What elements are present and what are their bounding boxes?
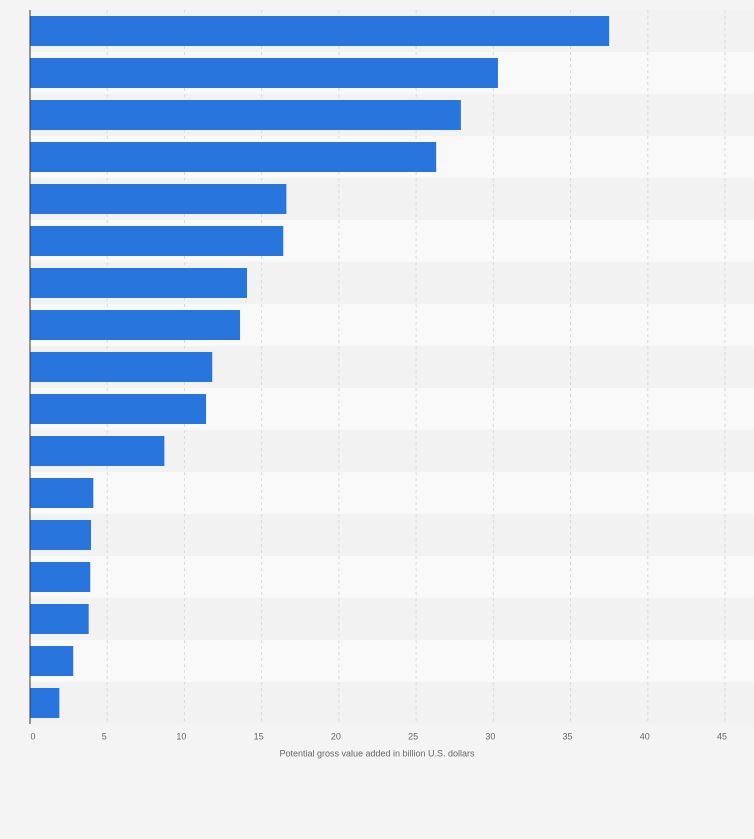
x-axis-label: Potential gross value added in billion U… bbox=[279, 748, 475, 758]
bar bbox=[30, 604, 89, 634]
row-band bbox=[30, 598, 754, 640]
bar bbox=[30, 478, 94, 508]
bar bbox=[30, 226, 284, 256]
x-tick-label: 45 bbox=[717, 731, 727, 741]
bar bbox=[30, 16, 610, 46]
bar bbox=[30, 436, 165, 466]
bar bbox=[30, 352, 213, 382]
bar bbox=[30, 646, 74, 676]
x-tick-label: 15 bbox=[254, 731, 264, 741]
x-tick-label: 40 bbox=[640, 731, 650, 741]
bar bbox=[30, 268, 247, 298]
bar bbox=[30, 184, 287, 214]
row-band bbox=[30, 472, 754, 514]
bar bbox=[30, 520, 92, 550]
x-tick-label: 10 bbox=[176, 731, 186, 741]
x-tick-label: 25 bbox=[408, 731, 418, 741]
bar bbox=[30, 394, 207, 424]
bar bbox=[30, 688, 60, 718]
row-band bbox=[30, 640, 754, 682]
x-tick-label: 30 bbox=[485, 731, 495, 741]
row-band bbox=[30, 556, 754, 598]
bar bbox=[30, 562, 91, 592]
bar bbox=[30, 58, 498, 88]
row-band bbox=[30, 514, 754, 556]
x-tick-label: 35 bbox=[563, 731, 573, 741]
bar bbox=[30, 100, 461, 130]
x-tick-label: 5 bbox=[102, 731, 107, 741]
bar bbox=[30, 142, 437, 172]
row-band bbox=[30, 682, 754, 724]
x-tick-label: 20 bbox=[331, 731, 341, 741]
x-tick-label: 0 bbox=[30, 731, 35, 741]
bar bbox=[30, 310, 241, 340]
